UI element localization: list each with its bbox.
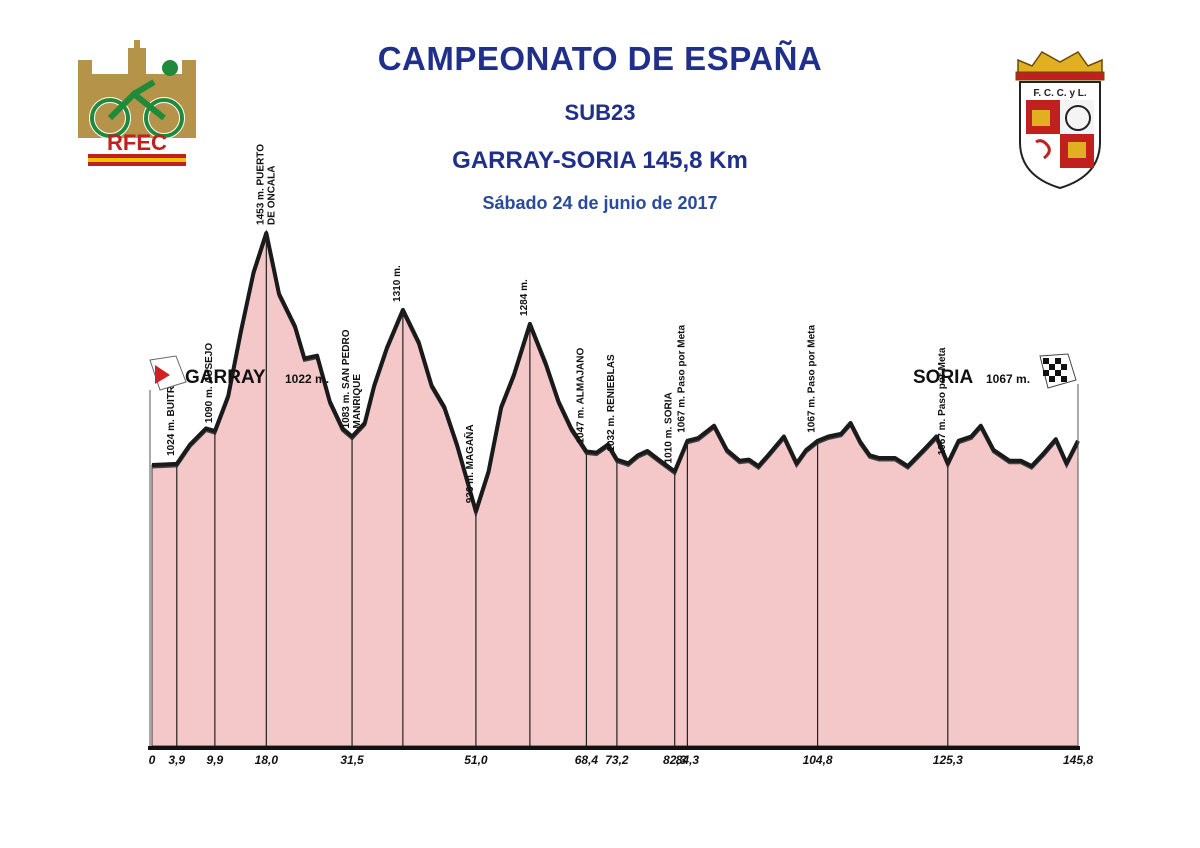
annotation-label: 1310 m. [392, 265, 403, 302]
x-tick-label: 82,3 [663, 753, 687, 767]
annotation-text: 1024 m. BUITRAGO [166, 363, 177, 456]
category-subtitle: SUB23 [564, 100, 636, 125]
annotation-label: 1032 m. RENIEBLAS [606, 354, 617, 452]
annotation-text: 1284 m. [519, 279, 530, 316]
x-tick-label: 31,5 [340, 753, 364, 767]
annotation-label: 936 m. MAGAÑA [463, 424, 476, 503]
annotation-label: 1067 m. Paso por Meta [937, 347, 948, 455]
start-altitude: 1022 m. [285, 372, 329, 386]
annotation-text: 1067 m. Paso por Meta [937, 347, 948, 455]
annotation-text: 1010 m. SORIA [664, 392, 675, 463]
fccyl-logo-text: F. C. C. y L. [1033, 88, 1087, 99]
finish-altitude: 1067 m. [986, 372, 1030, 386]
finish-name: SORIA [913, 367, 973, 388]
annotation-text: 1310 m. [392, 265, 403, 302]
profile-area [151, 231, 1079, 747]
profile-baseline [148, 746, 1080, 750]
annotation-text: DE ONCALA [266, 166, 277, 225]
x-tick-label: 125,3 [933, 753, 963, 767]
x-tick-label: 51,0 [464, 753, 488, 767]
finish-flag-icon [1039, 353, 1077, 389]
annotation-label: 1010 m. SORIA [664, 392, 675, 463]
annotation-text: 1047 m. ALMAJANO [575, 348, 586, 444]
start-flag-icon [149, 355, 187, 391]
annotation-text: 1032 m. RENIEBLAS [606, 354, 617, 452]
annotation-text: 1067 m. Paso por Meta [676, 325, 687, 433]
annotation-label: 1453 m. PUERTO DE ONCALA [255, 144, 277, 225]
annotation-text: 1090 m. AUSEJO [204, 343, 215, 423]
page-title: CAMPEONATO DE ESPAÑA [377, 40, 823, 77]
fccyl-logo: F. C. C. y L. [1015, 51, 1105, 190]
annotation-label: 1284 m. [519, 279, 530, 316]
race-date: Sábado 24 de junio de 2017 [482, 193, 718, 213]
annotation-label: 1024 m. BUITRAGO [166, 363, 177, 456]
annotation-label: 1067 m. Paso por Meta [807, 325, 818, 433]
x-tick-label: 18,0 [255, 753, 279, 767]
rfec-cyclist-icon [78, 40, 196, 139]
annotation-label: 1067 m. Paso por Meta [676, 325, 687, 433]
x-tick-label: 3,9 [168, 753, 185, 767]
x-tick-label: 84,3 [676, 753, 700, 767]
x-tick-label: 104,8 [803, 753, 833, 767]
profile-line [151, 231, 1080, 514]
x-tick-label: 145,8 [1063, 753, 1093, 767]
x-tick-label: 73,2 [605, 753, 629, 767]
x-tick-label: 0 [149, 753, 156, 767]
rfec-logo-text: RFEC [107, 130, 167, 155]
annotation-label: 1083 m. SAN PEDRO MANRIQUE [341, 329, 363, 428]
annotation-text: 1453 m. PUERTO [255, 144, 266, 225]
annotation-label: 1047 m. ALMAJANO [575, 348, 586, 444]
x-tick-label: 68,4 [575, 753, 599, 767]
rfec-logo: RFEC [78, 40, 196, 166]
annotation-text: 936 m. MAGAÑA [463, 424, 476, 503]
fccyl-crown-icon [1015, 51, 1105, 81]
annotation-text: 1083 m. SAN PEDRO [341, 329, 352, 428]
annotation-text: 1067 m. Paso por Meta [807, 325, 818, 433]
start-name: GARRAY [185, 367, 266, 388]
x-tick-label: 9,9 [207, 753, 224, 767]
route-subtitle: GARRAY-SORIA 145,8 Km [452, 147, 748, 174]
annotation-label: 1090 m. AUSEJO [204, 343, 215, 423]
annotation-text: MANRIQUE [352, 374, 363, 429]
